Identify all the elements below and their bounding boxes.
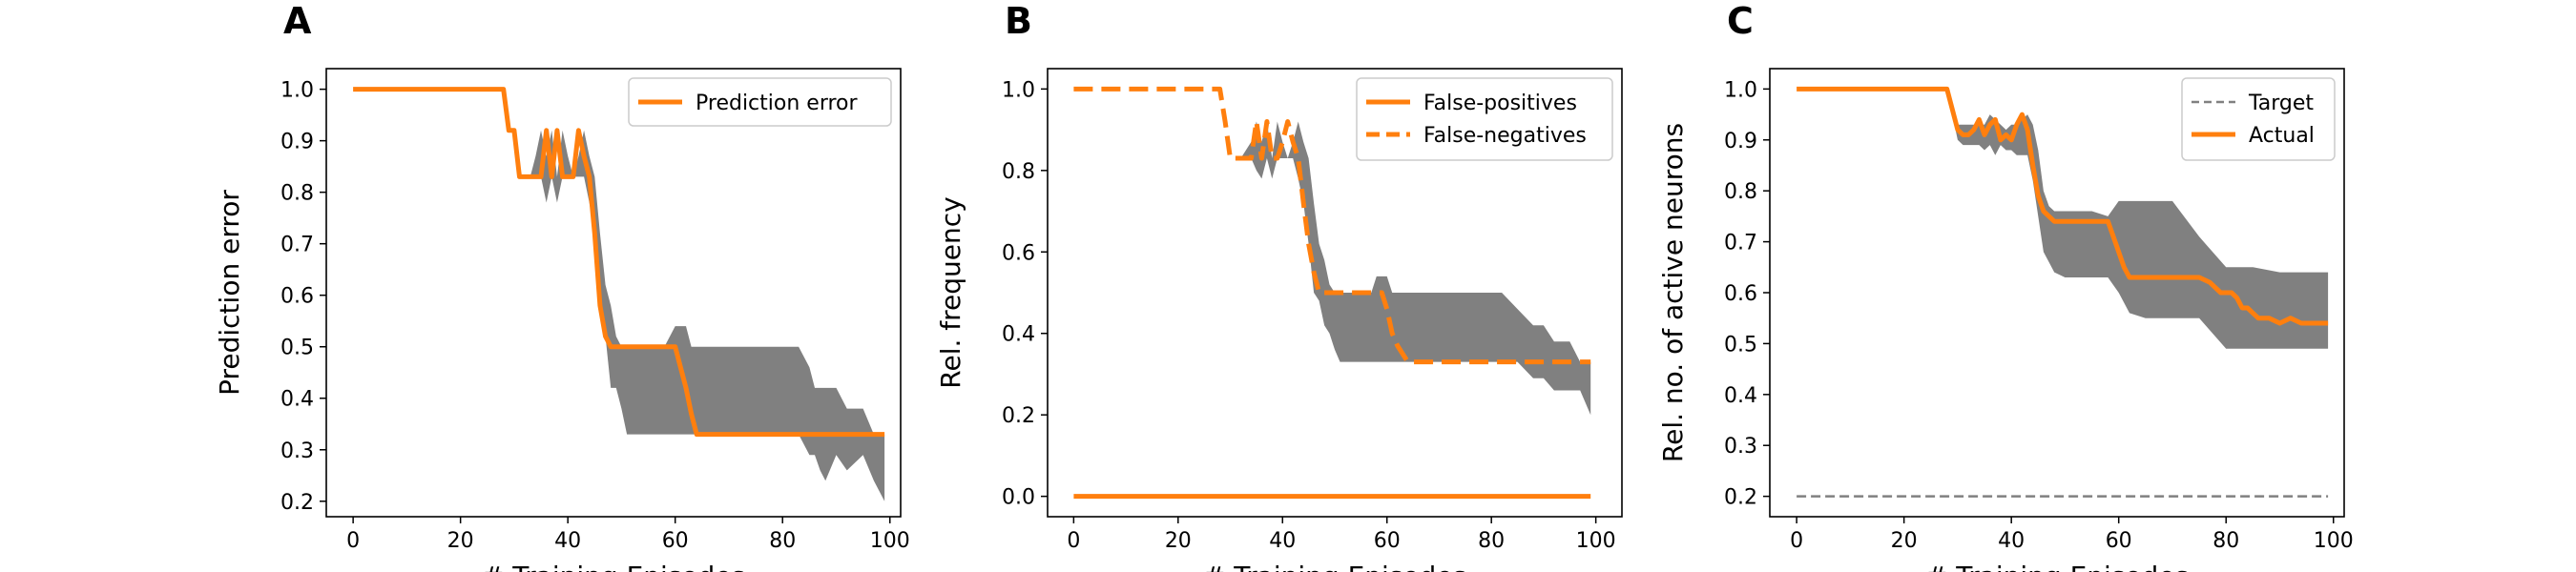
chart-c-xtick-label: 20: [1891, 529, 1918, 553]
chart-a-xtick-label: 0: [346, 529, 360, 553]
chart-a-ytick-label: 1.0: [280, 79, 314, 103]
chart-a-ytick-label: 0.9: [280, 131, 314, 154]
chart-c-legend: Target Actual: [2181, 77, 2336, 161]
chart-b-ytick-label: 0.0: [1002, 486, 1035, 510]
chart-c-ytick-label: 0.9: [1724, 130, 1757, 153]
chart-b: 0 20 40 60 80 100 0.0 0.2 0.4 0.6 0.8 1.0 # Training…: [935, 0, 1623, 572]
chart-a-xtick-label: 60: [662, 529, 689, 553]
chart-c-xtick-label: 60: [2106, 529, 2132, 553]
chart-c-panel-label: C: [1727, 0, 1754, 42]
chart-b-ytick-label: 0.2: [1002, 404, 1035, 428]
chart-b-band: [1219, 89, 1591, 416]
chart-c-ytick-label: 0.4: [1724, 384, 1757, 408]
chart-b-frame: [1047, 68, 1623, 518]
chart-a-ylabel: Prediction error: [214, 190, 245, 396]
chart-b-ytick-label: 0.6: [1002, 241, 1035, 265]
chart-a-panel-label: A: [283, 0, 312, 42]
chart-c-ylabel: Rel. no. of active neurons: [1657, 123, 1689, 462]
chart-b-xtick-label: 40: [1269, 529, 1296, 553]
chart-a-band: [353, 89, 885, 501]
chart-c-ytick-label: 0.5: [1724, 333, 1757, 357]
chart-b-xtick-label: 20: [1165, 529, 1192, 553]
chart-c-ytick-label: 0.2: [1724, 486, 1757, 510]
chart-b-series-false-negatives: [1073, 86, 1591, 365]
chart-b-legend: False-positives False-negatives: [1356, 77, 1613, 161]
chart-c-legend-label: Target: [2248, 92, 2314, 115]
chart-a-xtick-label: 100: [870, 529, 910, 553]
chart-b-xtick-label: 60: [1374, 529, 1401, 553]
chart-a-xtick-label: 40: [554, 529, 581, 553]
chart-a-frame: [325, 68, 902, 518]
chart-a: 0 20 40 60 80 100 0.2 0.3 0.4 0.5 0.6 0.7 0.8 0.9 1.0 #…: [214, 0, 910, 572]
chart-a-ytick-label: 0.2: [280, 491, 314, 515]
chart-a-ytick-label: 0.6: [280, 285, 314, 309]
chart-a-ytick-label: 0.3: [280, 439, 314, 463]
chart-b-ylabel: Rel. frequency: [935, 196, 966, 388]
chart-c-ytick-label: 0.7: [1724, 232, 1757, 255]
chart-a-legend-label: Prediction error: [696, 92, 858, 115]
chart-b-panel-label: B: [1005, 0, 1032, 42]
chart-a-xtick-label: 80: [769, 529, 796, 553]
chart-c-xtick-label: 0: [1790, 529, 1803, 553]
chart-a-legend: Prediction error: [628, 77, 892, 127]
chart-c-legend-label: Actual: [2249, 124, 2315, 148]
chart-a-ytick-label: 0.8: [280, 182, 314, 206]
chart-a-ytick-label: 0.7: [280, 234, 314, 257]
chart-c-ytick-label: 0.6: [1724, 282, 1757, 306]
chart-c-series-actual: [1797, 86, 2329, 326]
chart-b-ytick-label: 0.4: [1002, 323, 1035, 347]
chart-b-xtick-label: 100: [1576, 529, 1616, 553]
chart-c-xtick-label: 80: [2212, 529, 2239, 553]
chart-c-xtick-label: 40: [1998, 529, 2025, 553]
chart-b-xtick-label: 0: [1067, 529, 1080, 553]
chart-b-xlabel: # Training Episodes: [1203, 561, 1466, 572]
chart-a-series-prediction-error: [353, 87, 885, 438]
chart-c-legend-box: [2181, 77, 2336, 161]
chart-b-ytick-label: 0.8: [1002, 160, 1035, 184]
chart-a-legend-box: [628, 77, 892, 127]
chart-c-ytick-label: 1.0: [1724, 78, 1757, 102]
chart-c-xlabel: # Training Episodes: [1925, 561, 2189, 572]
chart-a-xtick-label: 20: [447, 529, 474, 553]
chart-b-xtick-label: 80: [1478, 529, 1505, 553]
chart-c-band: [1797, 89, 2329, 349]
chart-a-xlabel: # Training Episodes: [482, 561, 745, 572]
chart-c-xtick-label: 100: [2314, 529, 2354, 553]
chart-b-ytick-label: 1.0: [1002, 78, 1035, 102]
chart-b-legend-box: [1356, 77, 1613, 161]
chart-b-legend-label: False-positives: [1423, 92, 1577, 115]
chart-a-ytick-label: 0.5: [280, 337, 314, 360]
chart-c-ytick-label: 0.3: [1724, 435, 1757, 459]
chart-b-legend-label: False-negatives: [1423, 124, 1587, 148]
chart-c: 0 20 40 60 80 100 0.2 0.3 0.4 0.5 0.6 0.7 0.8 0.9 1.0 #…: [1657, 0, 2354, 572]
chart-c-ytick-label: 0.8: [1724, 180, 1757, 204]
chart-a-ytick-label: 0.4: [280, 388, 314, 412]
